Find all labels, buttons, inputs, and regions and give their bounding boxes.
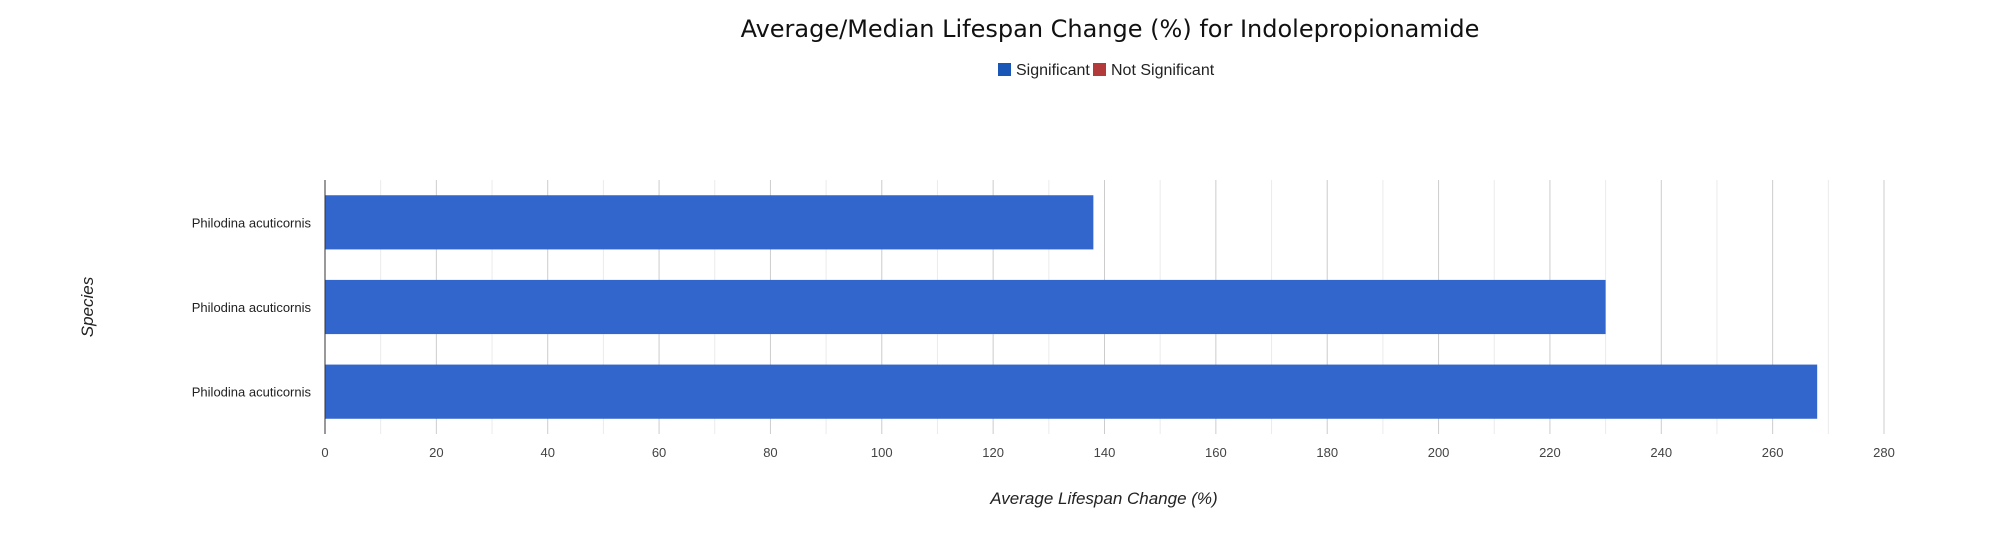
- x-tick-label: 160: [1205, 445, 1227, 460]
- bar: [325, 364, 1818, 419]
- y-category-label: Philodina acuticornis: [192, 300, 312, 315]
- bar: [325, 195, 1094, 250]
- legend-label-not-significant: Not Significant: [1111, 62, 1215, 79]
- x-axis-ticks: 0 20 40 60 80 100 120 140 160 180 200 220 240 260 280: [321, 445, 1894, 460]
- x-tick-label: 80: [763, 445, 777, 460]
- x-tick-label: 180: [1316, 445, 1338, 460]
- legend-label-significant: Significant: [1016, 62, 1090, 79]
- y-axis-categories: Philodina acuticornis Philodina acuticorn…: [192, 215, 312, 399]
- x-tick-label: 200: [1428, 445, 1450, 460]
- legend-swatch-significant: [998, 63, 1011, 76]
- x-tick-label: 220: [1539, 445, 1561, 460]
- x-tick-label: 120: [982, 445, 1004, 460]
- x-tick-label: 100: [871, 445, 893, 460]
- x-tick-label: 0: [321, 445, 328, 460]
- legend-swatch-not-significant: [1093, 63, 1106, 76]
- x-tick-label: 240: [1650, 445, 1672, 460]
- y-axis-title: Species: [78, 276, 97, 337]
- x-tick-label: 140: [1094, 445, 1116, 460]
- x-tick-label: 280: [1873, 445, 1895, 460]
- x-tick-label: 40: [540, 445, 554, 460]
- bar: [325, 279, 1606, 335]
- x-tick-label: 260: [1762, 445, 1784, 460]
- y-category-label: Philodina acuticornis: [192, 385, 312, 400]
- x-tick-label: 60: [652, 445, 666, 460]
- bars: [325, 195, 1818, 419]
- y-category-label: Philodina acuticornis: [192, 215, 312, 230]
- x-tick-label: 20: [429, 445, 443, 460]
- x-axis-title: Average Lifespan Change (%): [989, 489, 1217, 508]
- chart-title: Average/Median Lifespan Change (%) for I…: [741, 15, 1480, 43]
- legend: Significant Not Significant: [998, 62, 1215, 79]
